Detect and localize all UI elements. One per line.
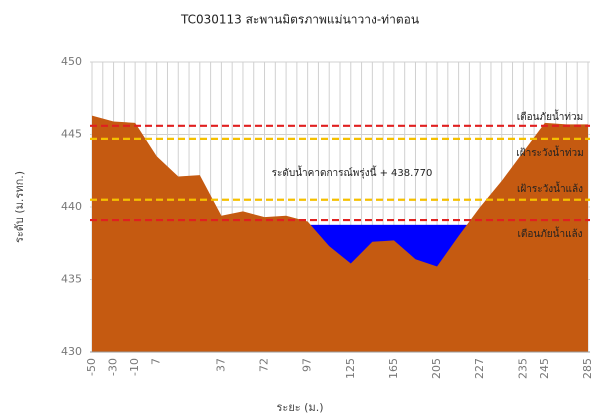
x-tick-label: 37 (214, 358, 227, 372)
x-tick-label: 125 (344, 358, 357, 379)
water-level-label: ระดับน้ำคาดการณ์พรุ่งนี้ +438.770 (272, 165, 433, 179)
water-level-name: ระดับน้ำคาดการณ์พรุ่งนี้ + (272, 165, 388, 179)
y-axis-label: ระดับ (ม.รทก.) (13, 171, 26, 243)
x-axis-label: ระยะ (ม.) (277, 401, 324, 414)
x-tick-label: 245 (538, 358, 551, 379)
ground-area (92, 115, 588, 353)
x-tick-label: 205 (430, 358, 443, 379)
y-tick-label: 435 (61, 273, 82, 286)
y-tick-label: 430 (61, 345, 82, 358)
x-tick-label: -30 (107, 358, 120, 376)
x-tick-label: -10 (128, 358, 141, 376)
x-tick-label: 7 (150, 358, 163, 365)
y-tick-label: 440 (61, 200, 82, 213)
x-tick-label: 97 (301, 358, 314, 372)
x-tick-label: 285 (581, 358, 594, 379)
y-tick-label: 450 (61, 55, 82, 68)
reference-label: เตือนภัยน้ำท่วม (517, 109, 583, 123)
reference-label: เฝ้าระวังน้ำท่วม (516, 145, 583, 159)
water-level-value: 438.770 (391, 168, 432, 179)
x-tick-label: 165 (387, 358, 400, 379)
reference-label: เตือนภัยน้ำแล้ง (517, 226, 582, 240)
x-tick-label: -50 (85, 358, 98, 376)
chart-title: TC030113 สะพานมิตรภาพแม่นาวาง-ท่าตอน (180, 13, 419, 27)
x-tick-label: 72 (258, 358, 271, 372)
y-tick-label: 445 (61, 128, 82, 141)
x-tick-label: 227 (473, 358, 486, 379)
x-tick-label: 235 (516, 358, 529, 379)
reference-label: เฝ้าระวังน้ำแล้ง (517, 181, 583, 195)
